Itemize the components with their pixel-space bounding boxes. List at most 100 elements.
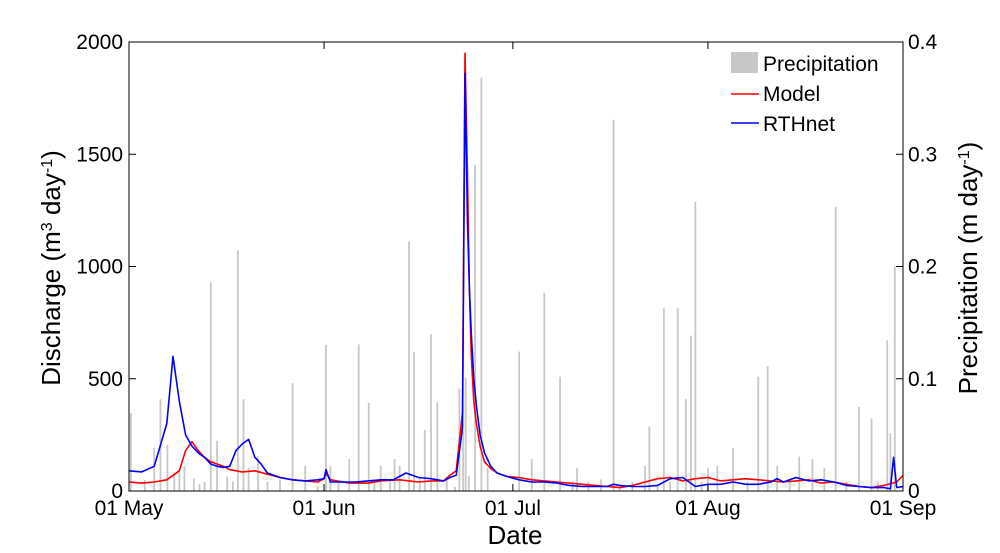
left-tick-label: 2000 [76, 31, 123, 54]
left-tick-label: 0 [111, 480, 123, 503]
precipitation-bar [454, 486, 456, 491]
x-axis-label: Date [488, 520, 543, 550]
precipitation-bar [757, 376, 760, 491]
precipitation-bar [203, 481, 206, 491]
precipitation-bar [685, 399, 687, 491]
precipitation-bar [166, 445, 169, 491]
precipitation-bar [462, 431, 465, 491]
x-tick-label: 01 Jul [485, 497, 541, 520]
precipitation-bars [129, 77, 896, 491]
precipitation-bar [209, 281, 212, 491]
left-tick-label: 1000 [76, 256, 123, 279]
precipitation-bar [413, 352, 415, 491]
x-tick-label: 01 May [95, 497, 164, 520]
precipitation-bar [367, 402, 370, 491]
legend-precipitation-label: Precipitation [763, 53, 879, 76]
precipitation-bar [173, 472, 176, 491]
precipitation-bar [279, 479, 281, 491]
legend-model-label: Model [763, 83, 820, 106]
precipitation-bar [445, 477, 448, 491]
precipitation-bar [746, 481, 749, 491]
precipitation-bar [530, 458, 533, 491]
precipitation-bar [266, 481, 269, 491]
precipitation-bar [418, 477, 421, 491]
precipitation-bar [198, 484, 201, 491]
precipitation-bar [648, 426, 651, 491]
precipitation-bar [192, 478, 195, 491]
model-line [128, 52, 904, 489]
left-tick-label: 1500 [76, 143, 123, 166]
precipitation-bar [408, 241, 410, 491]
precipitation-bar [700, 481, 703, 491]
precipitation-bar [257, 456, 259, 491]
precipitation-bar [231, 481, 234, 491]
precipitation-bar [811, 459, 814, 491]
precipitation-bar [129, 413, 132, 491]
precipitation-bar [379, 465, 382, 491]
precipitation-bar [798, 456, 801, 491]
precipitation-bar [834, 206, 837, 491]
precipitation-bar [889, 433, 892, 491]
precipitation-bar [690, 335, 692, 491]
precipitation-bar [543, 292, 546, 491]
x-axis-ticks: 01 May 01 Jun 01 Jul 01 Aug 01 Sep [95, 42, 937, 520]
precipitation-bar [325, 344, 327, 491]
precipitation-bar [183, 465, 186, 491]
legend-rthnet-label: RTHnet [763, 113, 835, 136]
precipitation-bar [559, 376, 561, 491]
precipitation-bar [669, 481, 672, 491]
x-tick-label: 01 Sep [870, 497, 937, 520]
precipitation-bar [357, 344, 360, 491]
left-axis-ticks: 0 500 1000 1500 2000 [76, 31, 136, 503]
precipitation-bar [766, 366, 769, 491]
precipitation-bar [389, 480, 392, 491]
precipitation-bar [612, 119, 615, 491]
precipitation-bar [242, 399, 245, 491]
x-tick-label: 01 Jun [293, 497, 356, 520]
precipitation-bar [398, 465, 401, 491]
precipitation-bar [467, 475, 470, 491]
precipitation-bar [732, 447, 734, 491]
precipitation-bar [480, 77, 483, 491]
precipitation-bar [656, 484, 659, 491]
precipitation-bar [576, 468, 578, 491]
precipitation-bar [694, 201, 697, 491]
precipitation-bar [886, 340, 889, 491]
precipitation-bar [676, 308, 679, 491]
precipitation-bar [143, 479, 146, 491]
right-axis-ticks: 0 0.1 0.2 0.3 0.4 [896, 31, 938, 503]
precipitation-bar [644, 465, 646, 491]
left-tick-label: 500 [88, 368, 123, 391]
right-axis-label: Precipitation (m day-1) [953, 142, 983, 395]
precipitation-bar [707, 468, 709, 491]
right-tick-label: 0.2 [908, 256, 937, 279]
rthnet-line [128, 72, 904, 490]
model-series [128, 52, 904, 489]
precipitation-bar [236, 250, 239, 491]
precipitation-bar [348, 459, 351, 491]
precipitation-bar [153, 447, 156, 491]
precipitation-bar [788, 481, 791, 491]
precipitation-bar [247, 468, 250, 491]
precipitation-bar [291, 383, 294, 491]
precipitation-bar [893, 266, 896, 491]
precipitation-bar [870, 418, 873, 491]
precipitation-bar [858, 406, 860, 491]
precipitation-bar [662, 308, 665, 491]
precipitation-bar [337, 481, 340, 491]
precipitation-bar [436, 402, 439, 491]
precipitation-bar [845, 481, 848, 491]
left-axis-label: Discharge (m3 day-1) [36, 150, 66, 386]
precipitation-bar [423, 429, 426, 491]
precipitation-bar [486, 467, 489, 491]
precipitation-bar [373, 479, 376, 491]
precipitation-bar [316, 486, 319, 491]
precipitation-bar [430, 334, 432, 491]
x-tick-label: 01 Aug [675, 497, 740, 520]
precipitation-bar [226, 476, 229, 491]
right-tick-label: 0.4 [908, 31, 938, 54]
precipitation-bar [618, 486, 621, 491]
precipitation-bar [393, 459, 396, 491]
legend: Precipitation Model RTHnet [731, 52, 879, 136]
